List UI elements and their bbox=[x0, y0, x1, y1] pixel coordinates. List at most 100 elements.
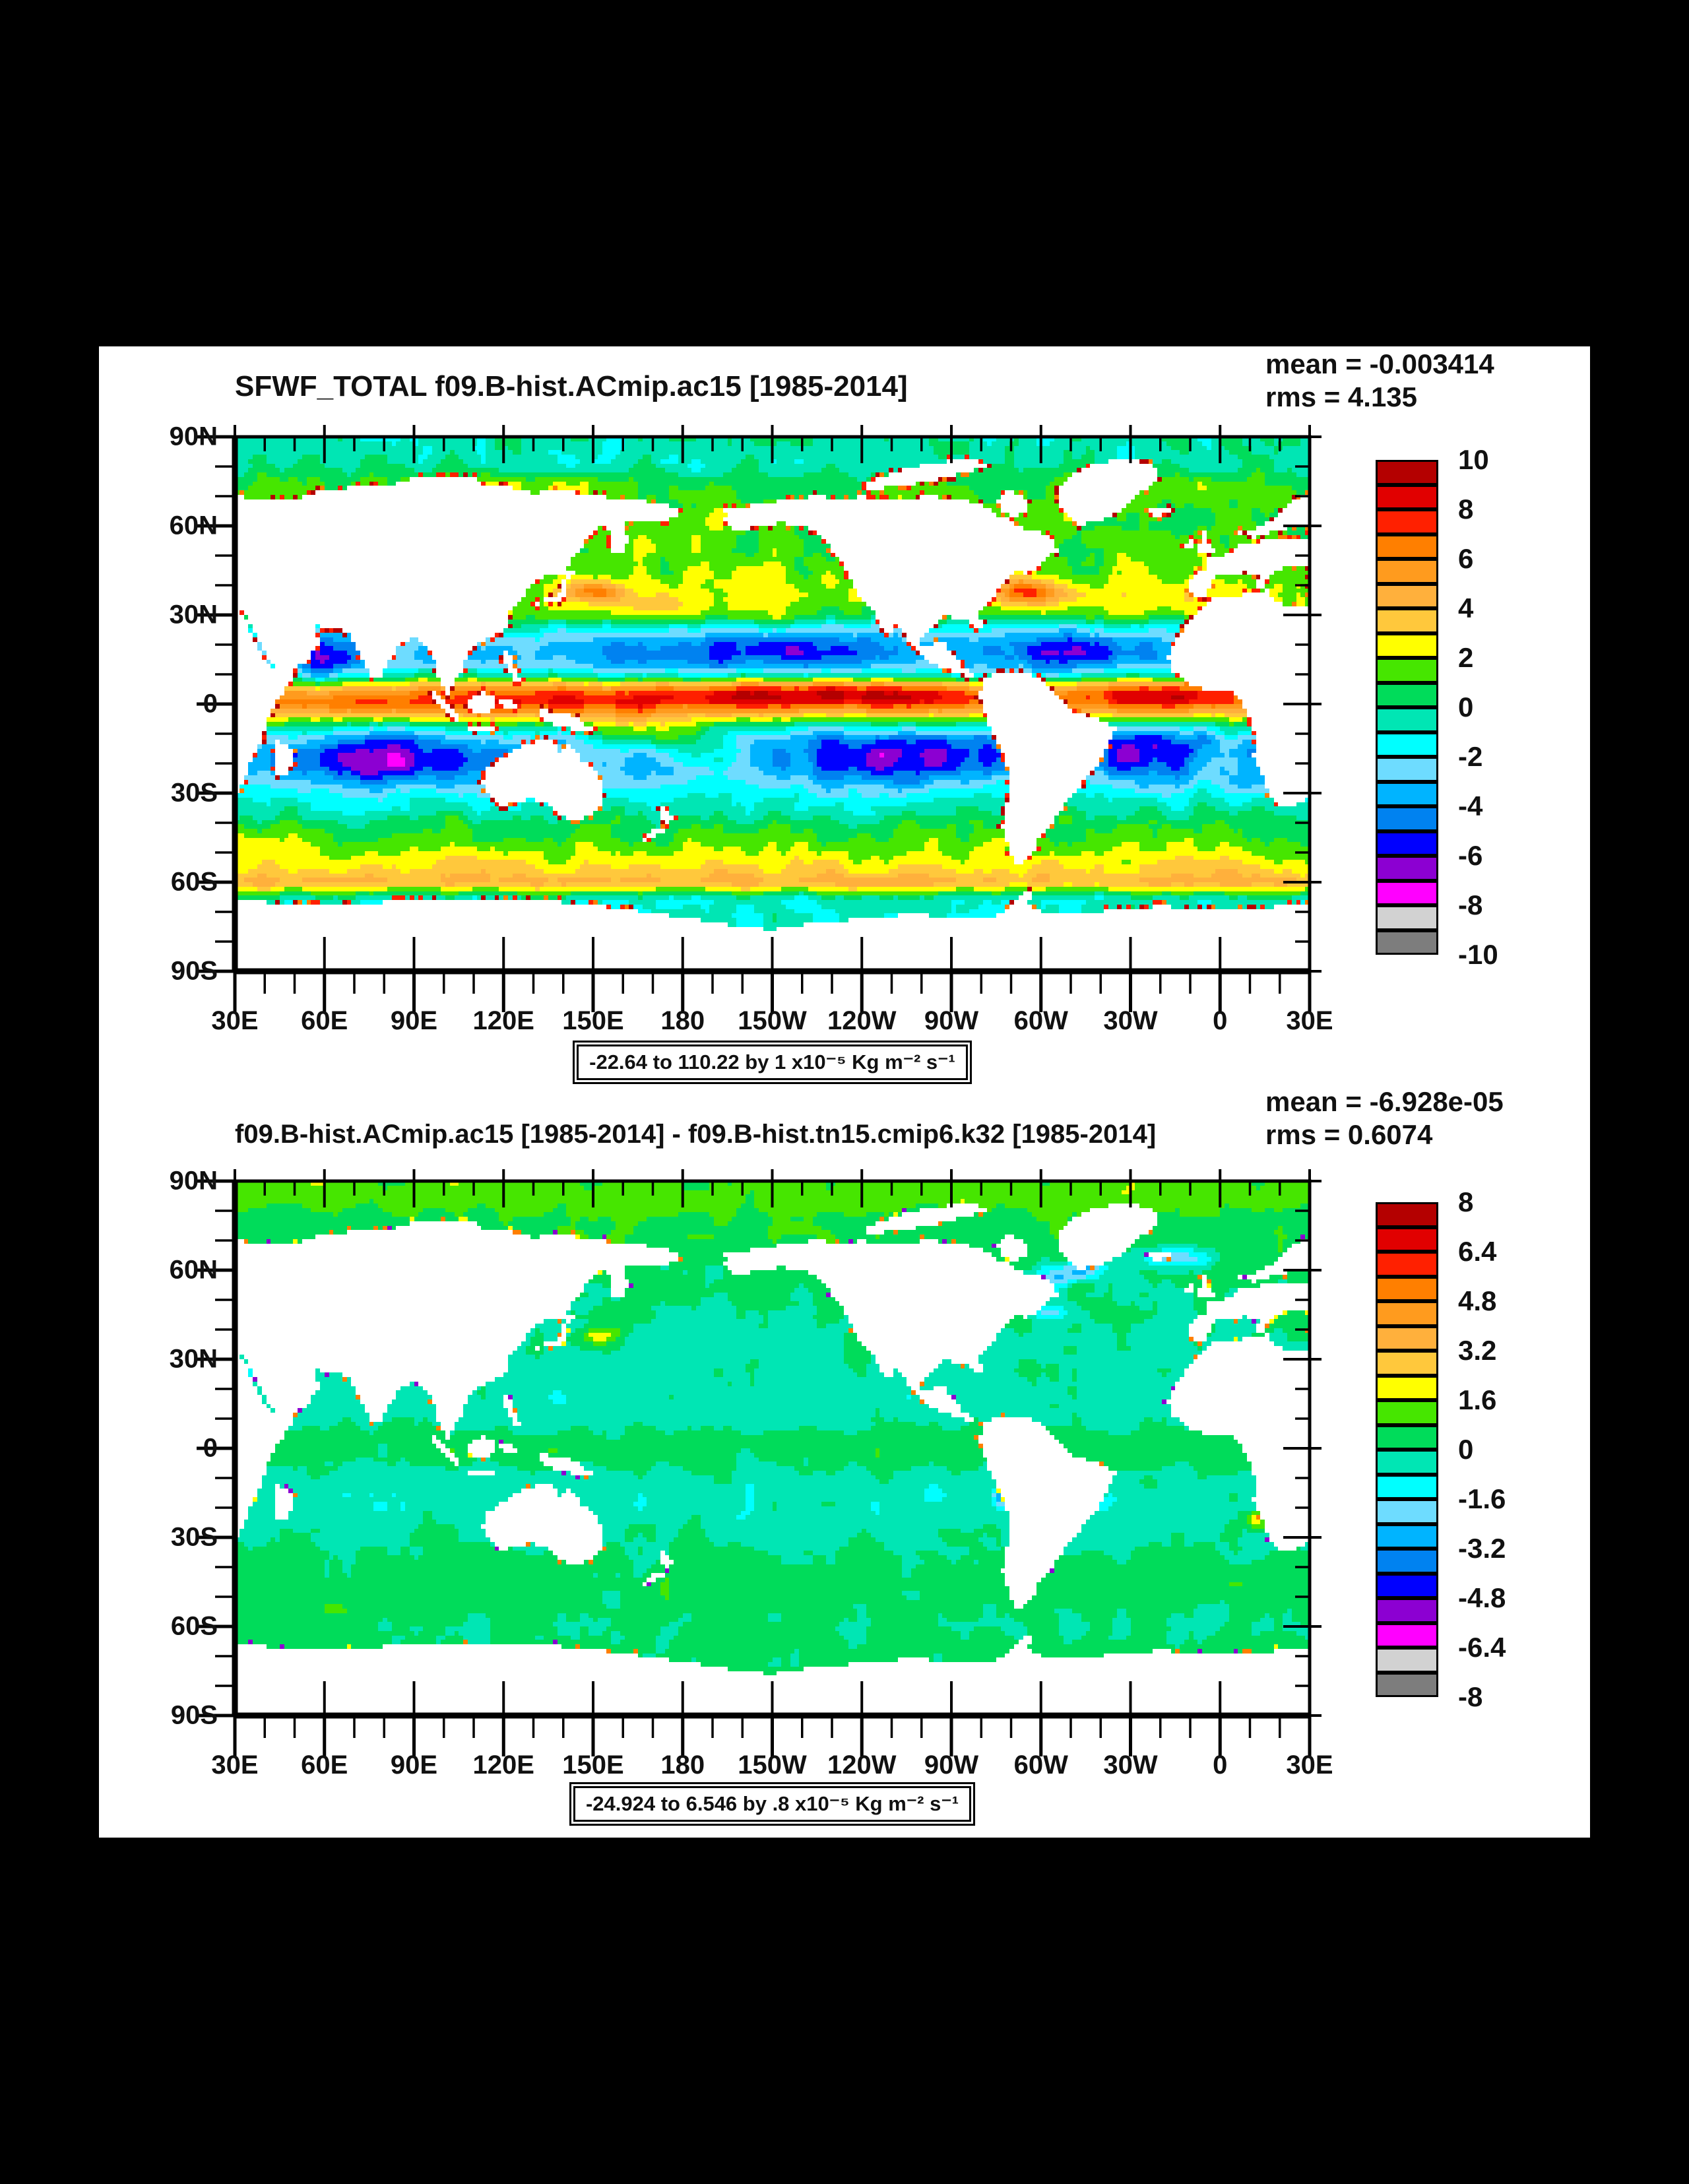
colorbar-tick-label: 0 bbox=[1458, 1434, 1474, 1465]
colorbar-tick-label: -4 bbox=[1458, 790, 1483, 821]
colorbar-swatch bbox=[1376, 1573, 1438, 1598]
stats-block-bottom: mean = -6.928e-05 rms = 0.6074 bbox=[1265, 1085, 1504, 1151]
colorbar-tick-label: 4 bbox=[1458, 593, 1474, 624]
lon-tick-label: 180 bbox=[660, 1006, 705, 1035]
lon-tick-label: 30E bbox=[1286, 1750, 1333, 1780]
colorbar-swatch bbox=[1376, 1326, 1438, 1351]
lat-tick-label: 60S bbox=[170, 867, 218, 897]
colorbar-swatch bbox=[1376, 509, 1438, 534]
colorbar-swatch bbox=[1376, 559, 1438, 584]
lon-tick-label: 150W bbox=[738, 1750, 807, 1780]
lon-tick-label: 150E bbox=[562, 1006, 624, 1035]
lon-tick-label: 0 bbox=[1213, 1006, 1228, 1035]
colorbar-swatch bbox=[1376, 1276, 1438, 1301]
colorbar-swatch bbox=[1376, 633, 1438, 658]
colorbar-tick-label: -3.2 bbox=[1458, 1533, 1506, 1564]
colorbar-tick-label: 4.8 bbox=[1458, 1285, 1497, 1316]
lon-tick-label: 30W bbox=[1103, 1006, 1158, 1035]
lon-tick-label: 0 bbox=[1213, 1750, 1228, 1780]
colorbar-swatch bbox=[1376, 1549, 1438, 1574]
colorbar-swatch bbox=[1376, 856, 1438, 881]
colorbar-tick-label: 1.6 bbox=[1458, 1384, 1497, 1415]
lon-tick-label: 30E bbox=[211, 1750, 259, 1780]
map-border bbox=[233, 1179, 1312, 1718]
colorbar-swatch bbox=[1376, 1425, 1438, 1450]
lon-tick-label: 120W bbox=[827, 1750, 897, 1780]
range-caption-top: -22.64 to 110.22 by 1 x10⁻⁵ Kg m⁻² s⁻¹ bbox=[235, 1041, 1310, 1084]
lon-tick-label: 90E bbox=[390, 1750, 438, 1780]
colorbar-swatch bbox=[1376, 1622, 1438, 1648]
lon-tick-label: 60E bbox=[301, 1006, 348, 1035]
lat-tick-label: 90S bbox=[170, 1700, 218, 1730]
lon-tick-label: 150E bbox=[562, 1750, 624, 1780]
lon-tick-label: 120W bbox=[827, 1006, 897, 1035]
colorbar-tick-label: 10 bbox=[1458, 444, 1489, 475]
colorbar-swatch bbox=[1376, 707, 1438, 732]
lon-tick-label: 90W bbox=[924, 1750, 979, 1780]
colorbar-swatch bbox=[1376, 1400, 1438, 1425]
colorbar-swatch bbox=[1376, 781, 1438, 806]
lat-tick-label: 60N bbox=[169, 511, 218, 540]
map-border bbox=[233, 435, 1312, 973]
rms-value: rms = 4.135 bbox=[1265, 381, 1418, 412]
lat-tick-label: 0 bbox=[203, 1433, 218, 1463]
lat-tick-label: 90S bbox=[170, 956, 218, 986]
caption-box: -24.924 to 6.546 by .8 x10⁻⁵ Kg m⁻² s⁻¹ bbox=[569, 1782, 976, 1826]
colorbar-swatch bbox=[1376, 583, 1438, 608]
colorbar-swatch bbox=[1376, 930, 1438, 955]
colorbar-swatch bbox=[1376, 682, 1438, 707]
colorbar-swatch bbox=[1376, 1598, 1438, 1623]
colorbar-swatch bbox=[1376, 1524, 1438, 1549]
colorbar-tick-label: 6 bbox=[1458, 543, 1474, 574]
colorbar-swatch bbox=[1376, 484, 1438, 509]
colorbar-tick-label: -2 bbox=[1458, 741, 1483, 772]
caption-text: -24.924 to 6.546 by .8 x10⁻⁵ Kg m⁻² s⁻¹ bbox=[573, 1786, 972, 1822]
caption-text: -22.64 to 110.22 by 1 x10⁻⁵ Kg m⁻² s⁻¹ bbox=[577, 1044, 968, 1080]
colorbar-tick-label: -4.8 bbox=[1458, 1582, 1506, 1613]
colorbar-swatch bbox=[1376, 1648, 1438, 1673]
lon-tick-label: 150W bbox=[738, 1006, 807, 1035]
colorbar-swatch bbox=[1376, 1301, 1438, 1326]
colorbar-tick-label: -8 bbox=[1458, 1681, 1483, 1712]
colorbar-swatch bbox=[1376, 460, 1438, 485]
colorbar-swatch bbox=[1376, 1672, 1438, 1697]
rms-value: rms = 0.6074 bbox=[1265, 1119, 1433, 1150]
lat-tick-label: 30S bbox=[170, 778, 218, 808]
axes-bottom bbox=[197, 1169, 1322, 1756]
world-map-top bbox=[235, 437, 1310, 971]
lon-tick-label: 120E bbox=[472, 1006, 534, 1035]
caption-box: -22.64 to 110.22 by 1 x10⁻⁵ Kg m⁻² s⁻¹ bbox=[573, 1041, 972, 1084]
colorbar-swatch bbox=[1376, 880, 1438, 905]
stats-block: mean = -0.003414 rms = 4.135 bbox=[1265, 348, 1494, 414]
colorbar-swatch bbox=[1376, 732, 1438, 757]
colorbar-tick-label: 8 bbox=[1458, 494, 1474, 525]
axes-top bbox=[197, 425, 1322, 1012]
lon-tick-label: 90E bbox=[390, 1006, 438, 1035]
colorbar-tick-label: -8 bbox=[1458, 889, 1483, 920]
mean-value: mean = -0.003414 bbox=[1265, 348, 1494, 379]
colorbar-swatch bbox=[1376, 757, 1438, 782]
colorbar-tick-label: 6.4 bbox=[1458, 1236, 1497, 1267]
lat-tick-label: 0 bbox=[203, 689, 218, 719]
lat-tick-label: 60S bbox=[170, 1611, 218, 1641]
page-title-bottom: f09.B-hist.ACmip.ac15 [1985-2014] - f09.… bbox=[235, 1120, 1157, 1149]
colorbar-swatch bbox=[1376, 905, 1438, 930]
colorbar-tick-label: -10 bbox=[1458, 939, 1498, 970]
lat-tick-label: 60N bbox=[169, 1255, 218, 1285]
mean-value: mean = -6.928e-05 bbox=[1265, 1086, 1504, 1117]
colorbar-tick-label: -1.6 bbox=[1458, 1483, 1506, 1514]
lat-tick-label: 90N bbox=[169, 422, 218, 451]
lon-tick-label: 30E bbox=[211, 1006, 259, 1035]
colorbar-swatch bbox=[1376, 1450, 1438, 1475]
colorbar-swatch bbox=[1376, 831, 1438, 856]
colorbar-swatch bbox=[1376, 1375, 1438, 1400]
lat-tick-label: 90N bbox=[169, 1166, 218, 1196]
colorbar-tick-label: -6 bbox=[1458, 840, 1483, 871]
colorbar-tick-label: 2 bbox=[1458, 642, 1474, 673]
lon-tick-label: 60W bbox=[1013, 1006, 1068, 1035]
page-title: SFWF_TOTAL f09.B-hist.ACmip.ac15 [1985-2… bbox=[235, 370, 908, 402]
colorbar-swatch bbox=[1376, 1351, 1438, 1376]
colorbar-tick-label: 0 bbox=[1458, 691, 1474, 723]
colorbar-tick-label: 8 bbox=[1458, 1186, 1474, 1217]
